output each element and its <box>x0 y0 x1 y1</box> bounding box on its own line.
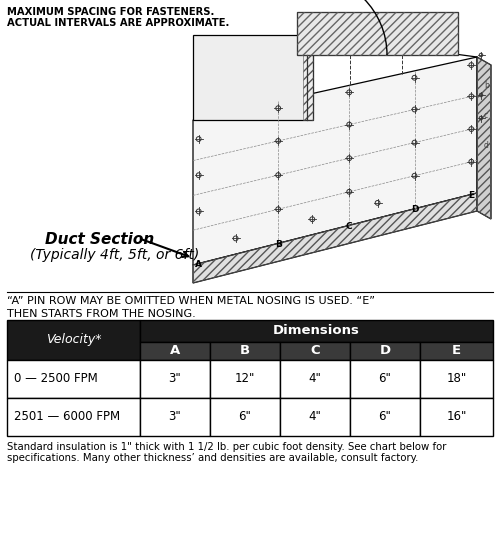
Bar <box>280 360 350 398</box>
Bar <box>350 398 420 436</box>
Text: A: A <box>195 260 202 269</box>
Text: “A” PIN ROW MAY BE OMITTED WHEN METAL NOSING IS USED. “E”: “A” PIN ROW MAY BE OMITTED WHEN METAL NO… <box>7 296 375 306</box>
Bar <box>7 398 140 436</box>
Bar <box>7 360 140 398</box>
Text: B: B <box>275 240 281 249</box>
Text: 12": 12" <box>235 373 255 385</box>
Text: 4": 4" <box>308 410 322 424</box>
Text: b: b <box>484 80 489 90</box>
Text: THEN STARTS FROM THE NOSING.: THEN STARTS FROM THE NOSING. <box>7 309 196 319</box>
Text: specifications. Many other thickness’ and densities are available, consult facto: specifications. Many other thickness’ an… <box>7 453 418 463</box>
Text: Dimensions: Dimensions <box>273 325 360 337</box>
Text: E: E <box>468 191 474 200</box>
Text: ACTUAL INTERVALS ARE APPROXIMATE.: ACTUAL INTERVALS ARE APPROXIMATE. <box>7 18 230 28</box>
Bar <box>350 360 420 398</box>
Text: 6": 6" <box>378 410 392 424</box>
Polygon shape <box>193 35 313 120</box>
Text: C: C <box>310 344 320 358</box>
Text: 3": 3" <box>168 410 181 424</box>
Text: 2501 — 6000 FPM: 2501 — 6000 FPM <box>14 410 120 424</box>
Polygon shape <box>297 12 458 55</box>
Text: D: D <box>380 344 390 358</box>
Polygon shape <box>193 57 477 265</box>
Bar <box>420 360 493 398</box>
Text: Velocity*: Velocity* <box>46 334 101 346</box>
Bar <box>140 360 210 398</box>
Bar <box>210 398 280 436</box>
Text: c: c <box>484 110 488 119</box>
Text: 6": 6" <box>378 373 392 385</box>
Text: Standard insulation is 1" thick with 1 1/2 lb. per cubic foot density. See chart: Standard insulation is 1" thick with 1 1… <box>7 442 446 452</box>
Bar <box>420 342 493 360</box>
Text: E: E <box>452 344 461 358</box>
Bar <box>140 320 493 342</box>
Text: D: D <box>411 205 418 214</box>
Text: Duct Section: Duct Section <box>45 232 154 247</box>
Bar <box>7 320 140 360</box>
Polygon shape <box>477 57 491 219</box>
Bar <box>280 398 350 436</box>
Bar <box>350 342 420 360</box>
Text: 0 — 2500 FPM: 0 — 2500 FPM <box>14 373 98 385</box>
Text: (Typically 4ft, 5ft, or 6ft): (Typically 4ft, 5ft, or 6ft) <box>30 248 199 262</box>
Text: 4": 4" <box>308 373 322 385</box>
Text: 3": 3" <box>168 373 181 385</box>
Bar <box>210 342 280 360</box>
Bar <box>210 360 280 398</box>
Text: B: B <box>240 344 250 358</box>
Text: 6": 6" <box>238 410 252 424</box>
Text: 16": 16" <box>446 410 466 424</box>
Text: 18": 18" <box>446 373 466 385</box>
Text: C: C <box>346 222 352 231</box>
Polygon shape <box>193 193 477 283</box>
Text: d: d <box>484 141 489 149</box>
Bar <box>140 342 210 360</box>
Bar <box>420 398 493 436</box>
Text: A: A <box>170 344 180 358</box>
Text: MAXIMUM SPACING FOR FASTENERS.: MAXIMUM SPACING FOR FASTENERS. <box>7 7 214 17</box>
Bar <box>280 342 350 360</box>
Bar <box>140 398 210 436</box>
